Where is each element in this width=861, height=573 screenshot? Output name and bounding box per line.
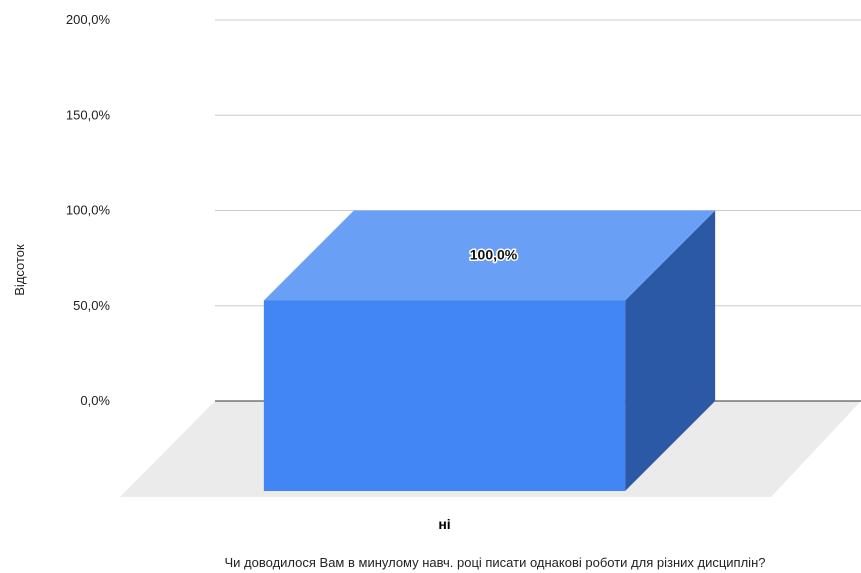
y-tick-label: 200,0% — [66, 12, 111, 27]
y-tick-label: 150,0% — [66, 107, 111, 122]
bar-front-face — [263, 300, 626, 491]
bar — [263, 210, 716, 491]
x-axis-title: Чи доводилося Вам в минулому навч. році … — [225, 555, 766, 570]
y-axis-title: Відсоток — [12, 244, 27, 296]
bar-side-face — [625, 210, 716, 491]
x-tick-label: ні — [438, 516, 450, 532]
y-tick-label: 100,0% — [66, 203, 111, 218]
y-tick-label: 0,0% — [80, 393, 110, 408]
y-tick-label: 50,0% — [73, 298, 110, 313]
data-label: 100,0% — [470, 247, 518, 263]
bar-top-face — [263, 210, 716, 301]
